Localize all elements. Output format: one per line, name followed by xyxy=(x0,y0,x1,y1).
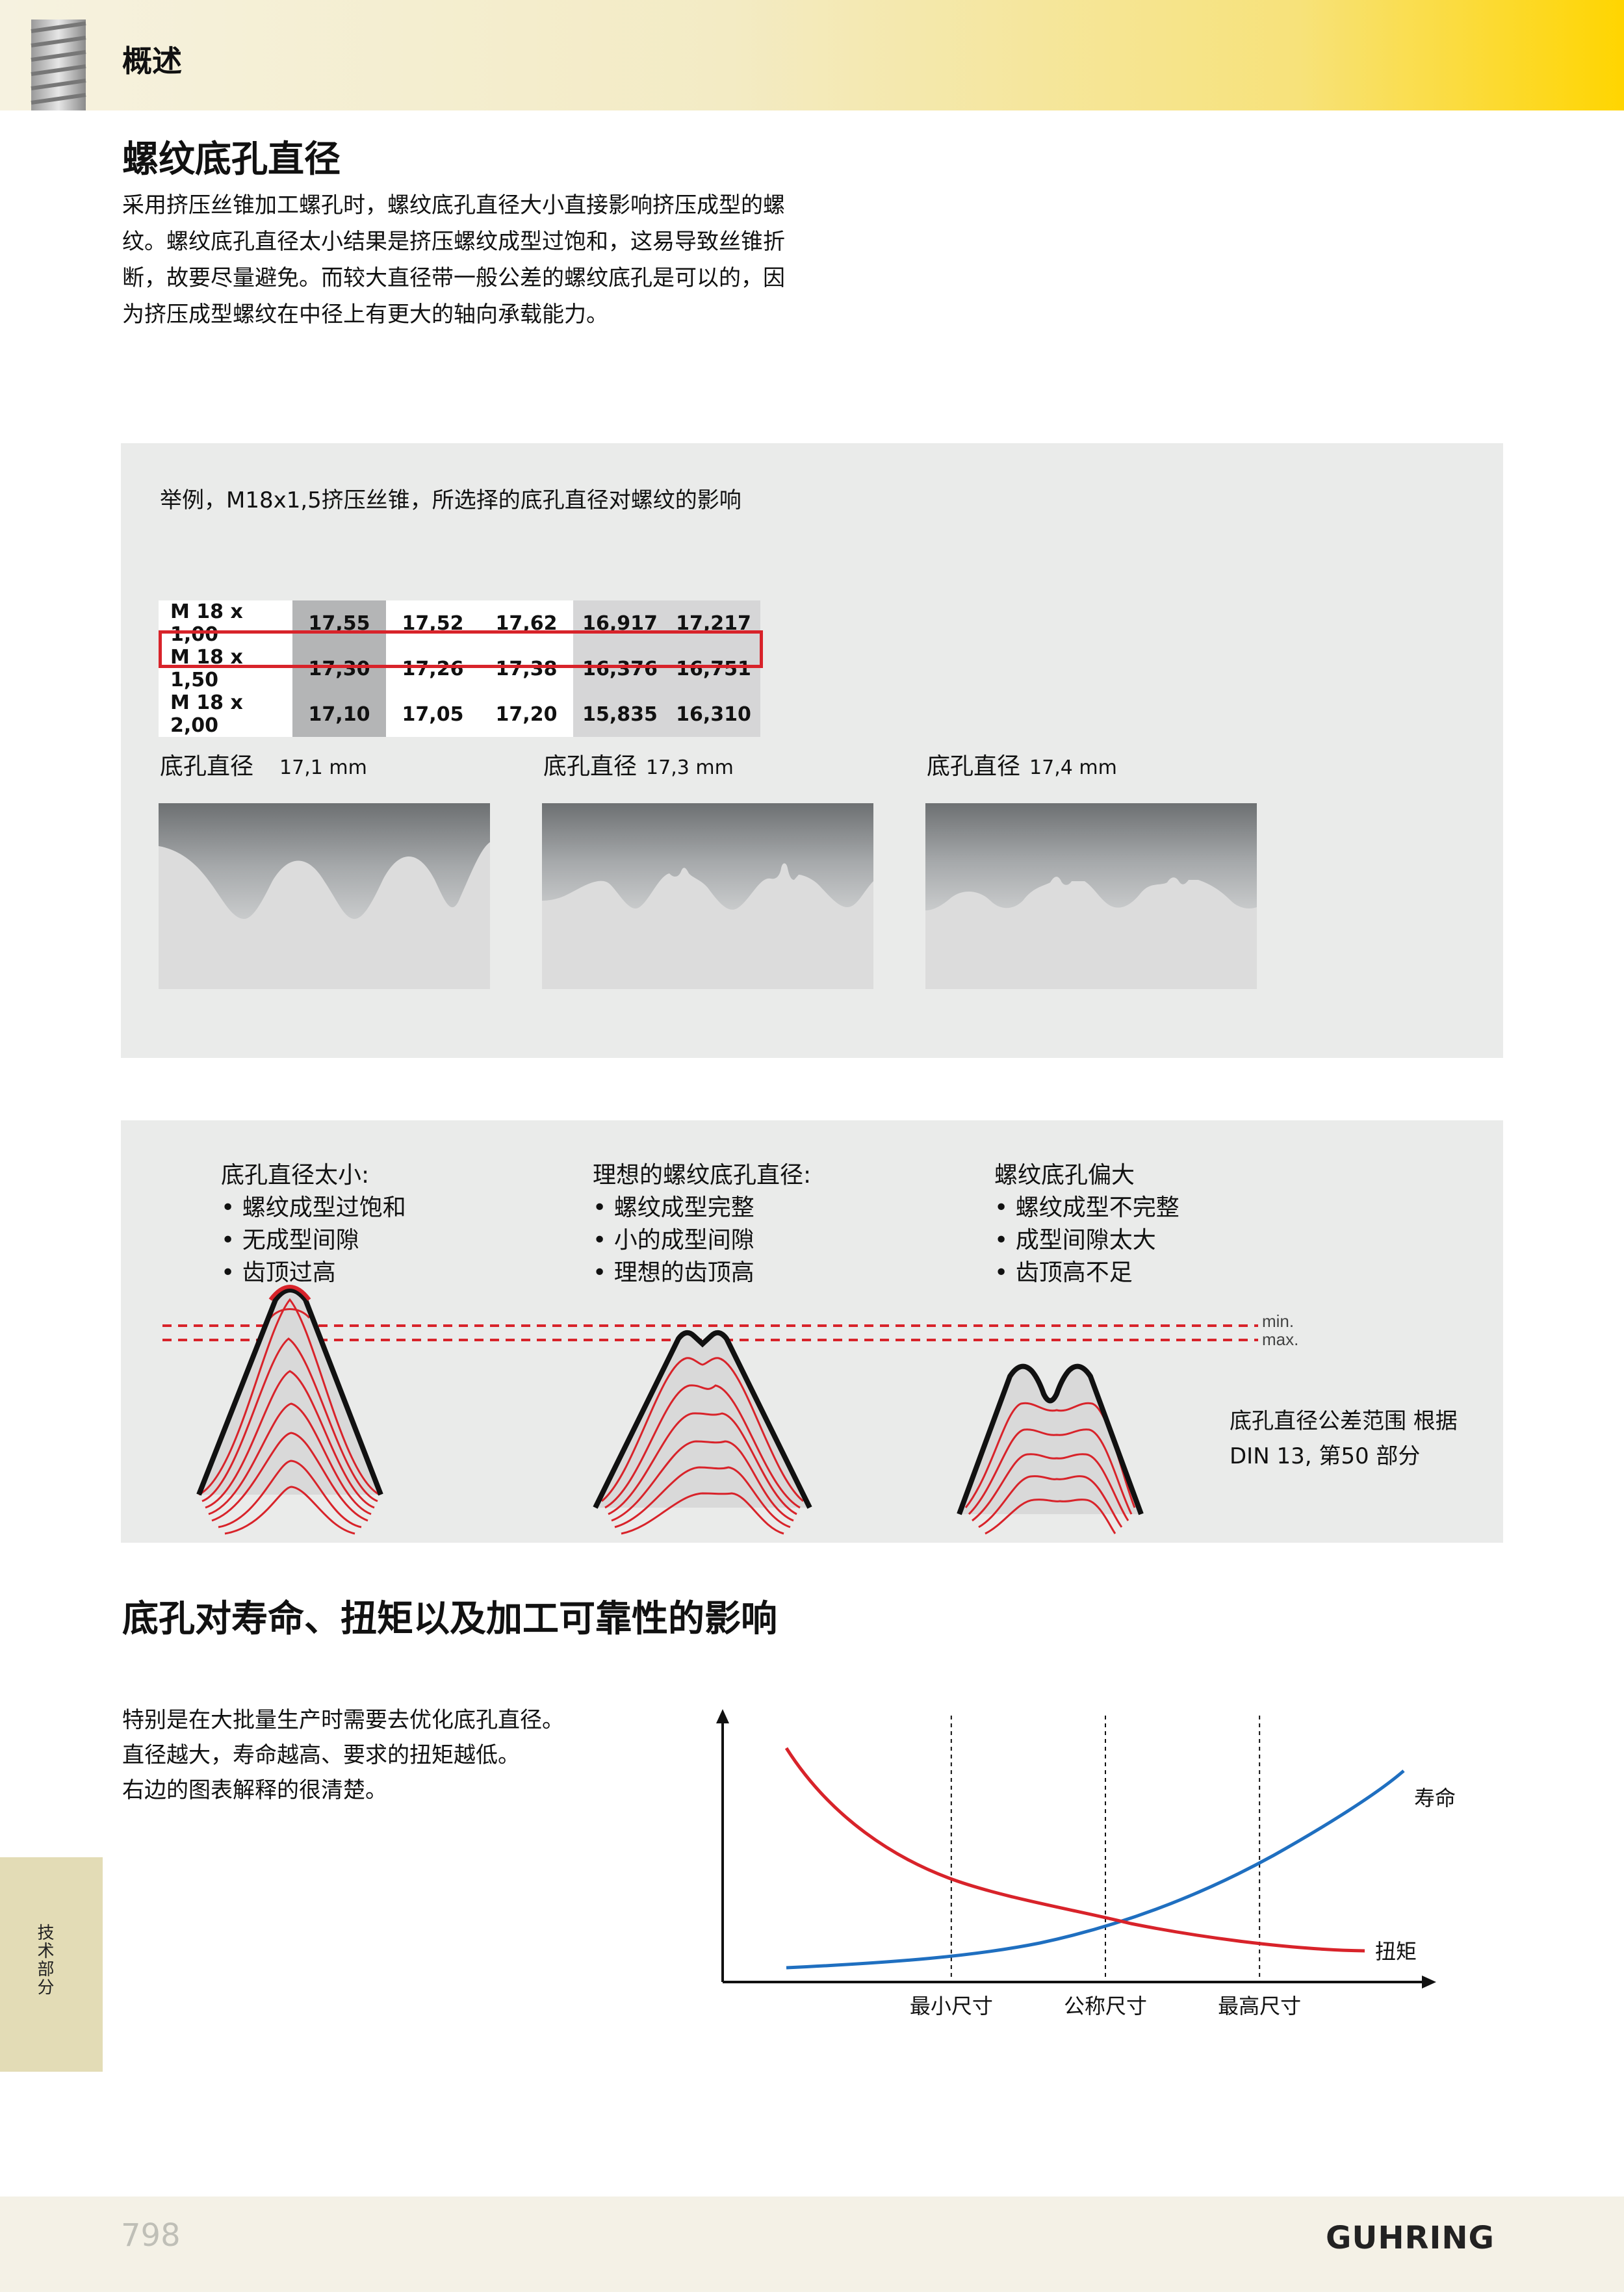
y-axis-arrow-icon xyxy=(716,1709,729,1723)
condition-ideal: 理想的螺纹底孔直径: • 螺纹成型完整 • 小的成型间隙 • 理想的齿顶高 xyxy=(593,1159,811,1289)
chart-axes xyxy=(716,1709,1436,1989)
list-item: • 理想的齿顶高 xyxy=(593,1259,754,1286)
series-line xyxy=(786,1770,1405,1970)
list-item-text: 螺纹成型过饱和 xyxy=(242,1194,406,1221)
max-label: max. xyxy=(1262,1330,1298,1349)
list-item: • 小的成型间隙 xyxy=(593,1227,754,1254)
series-label: 寿命 xyxy=(1414,1786,1456,1810)
condition-too-large: 螺纹底孔偏大 • 螺纹成型不完整 • 成型间隙太大 • 齿顶高不足 xyxy=(994,1159,1179,1289)
profile-too-small xyxy=(196,1285,383,1535)
list-item: • 螺纹成型过饱和 xyxy=(221,1194,406,1221)
x-tick-label: 公称尺寸 xyxy=(1064,1994,1147,2018)
diameter-label-3: 底孔直径 17,4 mm xyxy=(927,747,1117,781)
intro-paragraph: 采用挤压丝锥加工螺孔时，螺纹底孔直径大小直接影响挤压成型的螺纹。螺纹底孔直径太小… xyxy=(122,192,785,328)
thread-section-image-1 xyxy=(159,803,490,989)
table-cell: M 18 x 1,00 xyxy=(159,600,292,646)
tolerance-note-line-1: 底孔直径公差范围 根据 xyxy=(1230,1408,1458,1434)
paragraph-line: 直径越大，寿命越高、要求的扭矩越低。 xyxy=(122,1742,520,1768)
diameter-label-2: 底孔直径 17,3 mm xyxy=(543,747,734,781)
table-cell: 16,310 xyxy=(667,691,760,737)
section-title-2: 底孔对寿命、扭矩以及加工可靠性的影响 xyxy=(122,1598,777,1640)
condition-heading: 底孔直径太小: xyxy=(221,1162,370,1189)
thread-section-image-3 xyxy=(925,803,1257,989)
tap-drill-table: M 18 x 1,00 17,55 17,52 17,62 16,917 17,… xyxy=(159,600,760,737)
table-cell: 17,62 xyxy=(480,600,573,646)
side-tab-label: 技术部分 xyxy=(34,1924,54,1996)
diameter-value: 17,3 mm xyxy=(646,756,734,779)
series-label: 扭矩 xyxy=(1375,1939,1417,1964)
condition-heading: 螺纹底孔偏大 xyxy=(994,1162,1135,1189)
list-item-text: 螺纹成型不完整 xyxy=(1015,1194,1179,1221)
highlighted-row-frame xyxy=(159,630,763,668)
diameter-label-text: 底孔直径 xyxy=(160,753,254,780)
paragraph-line: 特别是在大批量生产时需要去优化底孔直径。 xyxy=(122,1707,564,1733)
section2-paragraph: 特别是在大批量生产时需要去优化底孔直径。 直径越大，寿命越高、要求的扭矩越低。 … xyxy=(122,1703,655,1808)
section-side-tab[interactable] xyxy=(0,1857,103,2072)
diameter-value: 17,4 mm xyxy=(1029,756,1117,779)
list-item: • 螺纹成型不完整 xyxy=(994,1194,1179,1221)
example-caption: 举例，M18x1,5挤压丝锥，所选择的底孔直径对螺纹的影响 xyxy=(160,487,741,513)
diameter-label-text: 底孔直径 xyxy=(927,753,1021,780)
paragraph-line: 右边的图表解释的很清楚。 xyxy=(122,1777,387,1803)
tolerance-note-line-2: DIN 13, 第50 部分 xyxy=(1230,1443,1421,1469)
page-header xyxy=(0,0,1624,110)
list-item-text: 成型间隙太大 xyxy=(1015,1227,1156,1254)
header-title: 概述 xyxy=(122,44,182,79)
table-cell: 17,52 xyxy=(386,600,480,646)
table-cell: 17,20 xyxy=(480,691,573,737)
x-axis-arrow-icon xyxy=(1422,1976,1436,1989)
table-row: M 18 x 2,00 17,10 17,05 17,20 15,835 16,… xyxy=(159,691,760,737)
page-footer xyxy=(0,2196,1624,2292)
table-row: M 18 x 1,50 17,30 17,26 17,38 16,376 16,… xyxy=(159,646,760,691)
list-item: • 齿顶过高 xyxy=(221,1259,336,1286)
profile-too-large xyxy=(957,1363,1144,1535)
list-item-text: 小的成型间隙 xyxy=(613,1227,754,1254)
x-tick-label: 最小尺寸 xyxy=(910,1994,993,2018)
thread-profile-diagram: min. max. xyxy=(162,1285,1298,1535)
tolerance-note: 底孔直径公差范围 根据 DIN 13, 第50 部分 xyxy=(1230,1404,1458,1474)
list-item-text: 齿顶高不足 xyxy=(1015,1259,1133,1286)
condition-heading: 理想的螺纹底孔直径: xyxy=(593,1162,812,1189)
table-cell: 17,55 xyxy=(292,600,386,646)
profile-ideal xyxy=(593,1330,812,1535)
thread-section-image-2 xyxy=(542,803,873,989)
page-number: 798 xyxy=(121,2217,181,2254)
diameter-label-text: 底孔直径 xyxy=(543,753,638,780)
x-tick-label: 最高尺寸 xyxy=(1218,1994,1301,2018)
table-cell: 17,26 xyxy=(386,646,480,691)
list-item-text: 无成型间隙 xyxy=(242,1227,359,1254)
list-item: • 齿顶高不足 xyxy=(994,1259,1133,1286)
list-item-text: 理想的齿顶高 xyxy=(613,1259,754,1286)
table-cell: M 18 x 2,00 xyxy=(159,691,292,737)
table-cell: M 18 x 1,50 xyxy=(159,646,292,691)
table-cell: 16,376 xyxy=(573,646,667,691)
thread-bolt-icon xyxy=(31,19,86,110)
diameter-label-1: 底孔直径 17,1 mm xyxy=(160,747,367,781)
section-title: 螺纹底孔直径 xyxy=(122,138,341,181)
list-item: • 无成型间隙 xyxy=(221,1227,359,1254)
list-item: • 成型间隙太大 xyxy=(994,1227,1156,1254)
condition-too-small: 底孔直径太小: • 螺纹成型过饱和 • 无成型间隙 • 齿顶过高 xyxy=(221,1159,406,1289)
table-cell: 16,751 xyxy=(667,646,760,691)
list-item: • 螺纹成型完整 xyxy=(593,1194,754,1221)
table-cell: 17,05 xyxy=(386,691,480,737)
diameter-value: 17,1 mm xyxy=(279,756,367,779)
table-cell: 15,835 xyxy=(573,691,667,737)
brand-logo: GUHRING xyxy=(1326,2220,1495,2256)
min-label: min. xyxy=(1262,1311,1294,1331)
series-line xyxy=(784,1747,1365,1953)
table-cell: 17,30 xyxy=(292,646,386,691)
list-item-text: 螺纹成型完整 xyxy=(613,1194,754,1221)
table-cell: 17,38 xyxy=(480,646,573,691)
table-cell: 17,10 xyxy=(292,691,386,737)
list-item-text: 齿顶过高 xyxy=(242,1259,336,1286)
